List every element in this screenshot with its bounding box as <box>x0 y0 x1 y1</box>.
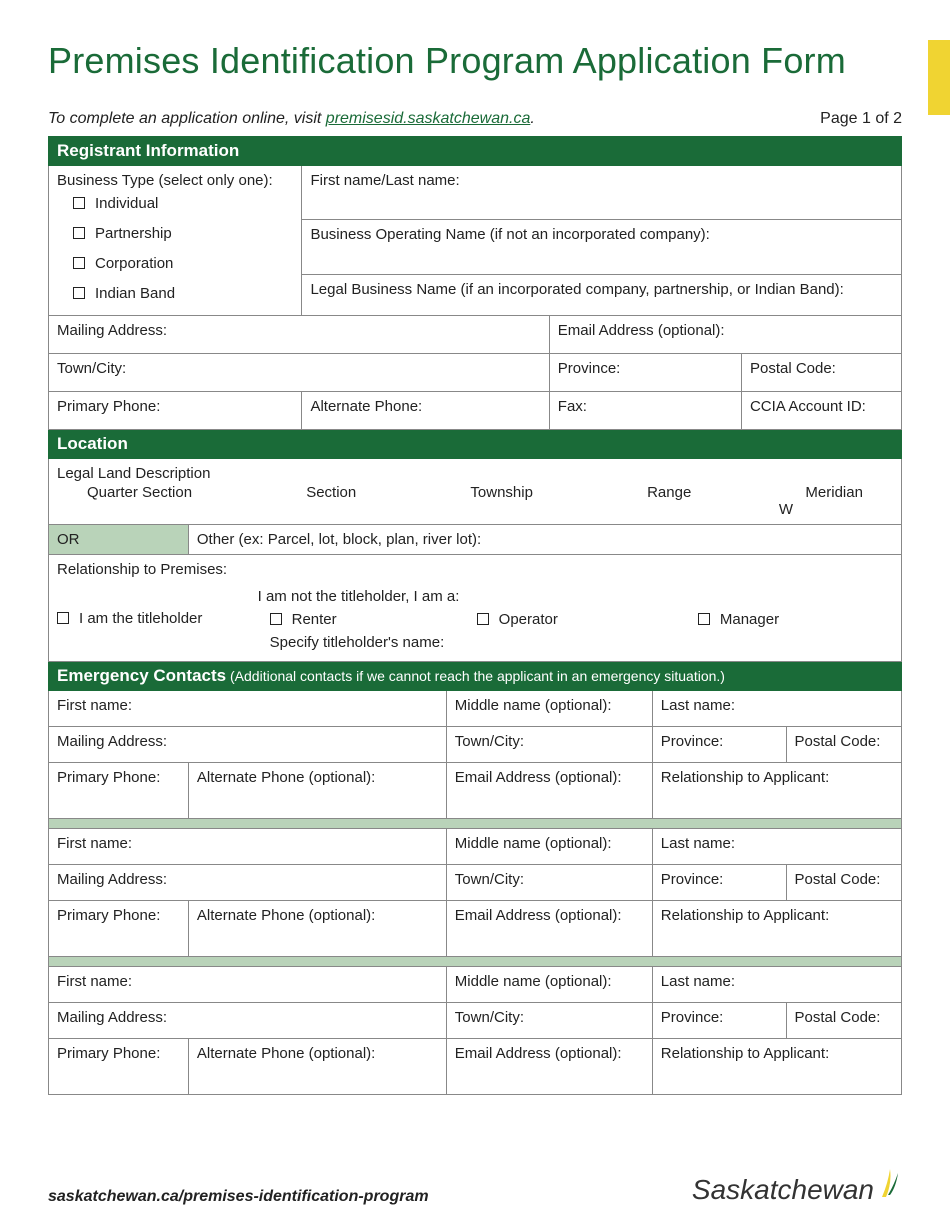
ec3-rel[interactable]: Relationship to Applicant: <box>652 1039 901 1095</box>
ec1-email[interactable]: Email Address (optional): <box>446 763 652 819</box>
checkbox-corporation[interactable] <box>73 257 85 269</box>
fax-field[interactable]: Fax: <box>549 392 741 430</box>
checkbox-renter[interactable] <box>270 613 282 625</box>
intro-suffix: . <box>530 110 534 127</box>
email-field[interactable]: Email Address (optional): <box>549 316 901 354</box>
ec3-pphone[interactable]: Primary Phone: <box>49 1039 189 1095</box>
emergency-header: Emergency Contacts (Additional contacts … <box>49 662 902 691</box>
intro-link[interactable]: premisesid.saskatchewan.ca <box>326 110 531 127</box>
ec2-first[interactable]: First name: <box>49 829 447 865</box>
col-meridian: Meridian <box>805 484 863 501</box>
col-township: Township <box>470 484 533 501</box>
other-land-field[interactable]: Other (ex: Parcel, lot, block, plan, riv… <box>188 525 901 555</box>
ec2-rel[interactable]: Relationship to Applicant: <box>652 901 901 957</box>
footer-url: saskatchewan.ca/premises-identification-… <box>48 1188 429 1206</box>
ec3-mailing[interactable]: Mailing Address: <box>49 1003 447 1039</box>
ec1-province[interactable]: Province: <box>652 727 786 763</box>
spacer-2 <box>49 957 902 967</box>
col-qs: Quarter Section <box>87 484 192 501</box>
titleholder-label: I am the titleholder <box>79 610 202 627</box>
checkbox-partnership[interactable] <box>73 227 85 239</box>
ec2-mailing[interactable]: Mailing Address: <box>49 865 447 901</box>
ec1-town[interactable]: Town/City: <box>446 727 652 763</box>
mailing-field[interactable]: Mailing Address: <box>49 316 550 354</box>
ec3-middle[interactable]: Middle name (optional): <box>446 967 652 1003</box>
legal-name-field[interactable]: Legal Business Name (if an incorporated … <box>302 274 902 315</box>
ec2-pphone[interactable]: Primary Phone: <box>49 901 189 957</box>
ec1-middle[interactable]: Middle name (optional): <box>446 691 652 727</box>
role-manager: Manager <box>720 611 779 628</box>
postal-field[interactable]: Postal Code: <box>741 354 901 392</box>
ec1-rel[interactable]: Relationship to Applicant: <box>652 763 901 819</box>
page-title: Premises Identification Program Applicat… <box>48 40 902 82</box>
ec3-postal[interactable]: Postal Code: <box>786 1003 901 1039</box>
alt-phone-field[interactable]: Alternate Phone: <box>302 392 549 430</box>
intro-row: To complete an application online, visit… <box>48 110 902 128</box>
checkbox-manager[interactable] <box>698 613 710 625</box>
or-label: OR <box>49 525 189 555</box>
col-range: Range <box>647 484 691 501</box>
wheat-icon <box>876 1165 902 1206</box>
ec1-pphone[interactable]: Primary Phone: <box>49 763 189 819</box>
opt-corporation: Corporation <box>95 255 173 272</box>
ec3-first[interactable]: First name: <box>49 967 447 1003</box>
emergency-header-sub: (Additional contacts if we cannot reach … <box>226 668 725 684</box>
ec3-town[interactable]: Town/City: <box>446 1003 652 1039</box>
intro-prefix: To complete an application online, visit <box>48 110 326 127</box>
primary-phone-field[interactable]: Primary Phone: <box>49 392 302 430</box>
ccia-field[interactable]: CCIA Account ID: <box>741 392 901 430</box>
province-field[interactable]: Province: <box>549 354 741 392</box>
legal-land-label: Legal Land Description <box>57 465 893 482</box>
first-last-field[interactable]: First name/Last name: <box>302 166 902 220</box>
location-header: Location <box>49 430 902 459</box>
ec2-province[interactable]: Province: <box>652 865 786 901</box>
form-table: Registrant Information Business Type (se… <box>48 136 902 1095</box>
page-number: Page 1 of 2 <box>820 110 902 128</box>
ec3-province[interactable]: Province: <box>652 1003 786 1039</box>
checkbox-titleholder[interactable] <box>57 612 69 624</box>
ec2-middle[interactable]: Middle name (optional): <box>446 829 652 865</box>
ec1-mailing[interactable]: Mailing Address: <box>49 727 447 763</box>
ec1-aphone[interactable]: Alternate Phone (optional): <box>188 763 446 819</box>
emergency-header-text: Emergency Contacts <box>57 666 226 685</box>
ec2-town[interactable]: Town/City: <box>446 865 652 901</box>
opt-individual: Individual <box>95 195 158 212</box>
ec2-aphone[interactable]: Alternate Phone (optional): <box>188 901 446 957</box>
col-section: Section <box>306 484 356 501</box>
town-field[interactable]: Town/City: <box>49 354 550 392</box>
ec2-postal[interactable]: Postal Code: <box>786 865 901 901</box>
ec2-email[interactable]: Email Address (optional): <box>446 901 652 957</box>
saskatchewan-logo: Saskatchewan <box>692 1165 902 1206</box>
relationship-label: Relationship to Premises: <box>57 561 893 578</box>
ec2-last[interactable]: Last name: <box>652 829 901 865</box>
corner-accent <box>928 40 950 115</box>
opt-partnership: Partnership <box>95 225 172 242</box>
specify-label: Specify titleholder's name: <box>258 634 893 651</box>
opt-indian-band: Indian Band <box>95 285 175 302</box>
checkbox-operator[interactable] <box>477 613 489 625</box>
logo-text: Saskatchewan <box>692 1174 874 1206</box>
ec3-aphone[interactable]: Alternate Phone (optional): <box>188 1039 446 1095</box>
meridian-w: W <box>57 501 893 518</box>
ec1-first[interactable]: First name: <box>49 691 447 727</box>
ec1-last[interactable]: Last name: <box>652 691 901 727</box>
ec3-email[interactable]: Email Address (optional): <box>446 1039 652 1095</box>
bus-op-name-field[interactable]: Business Operating Name (if not an incor… <box>302 220 902 274</box>
registrant-header: Registrant Information <box>49 137 902 166</box>
role-operator: Operator <box>499 611 558 628</box>
checkbox-indian-band[interactable] <box>73 287 85 299</box>
ec3-last[interactable]: Last name: <box>652 967 901 1003</box>
spacer-1 <box>49 819 902 829</box>
role-renter: Renter <box>292 611 337 628</box>
ec1-postal[interactable]: Postal Code: <box>786 727 901 763</box>
checkbox-individual[interactable] <box>73 197 85 209</box>
footer: saskatchewan.ca/premises-identification-… <box>48 1165 902 1206</box>
business-type-label: Business Type (select only one): <box>57 172 293 189</box>
not-titleholder-label: I am not the titleholder, I am a: <box>258 588 893 605</box>
